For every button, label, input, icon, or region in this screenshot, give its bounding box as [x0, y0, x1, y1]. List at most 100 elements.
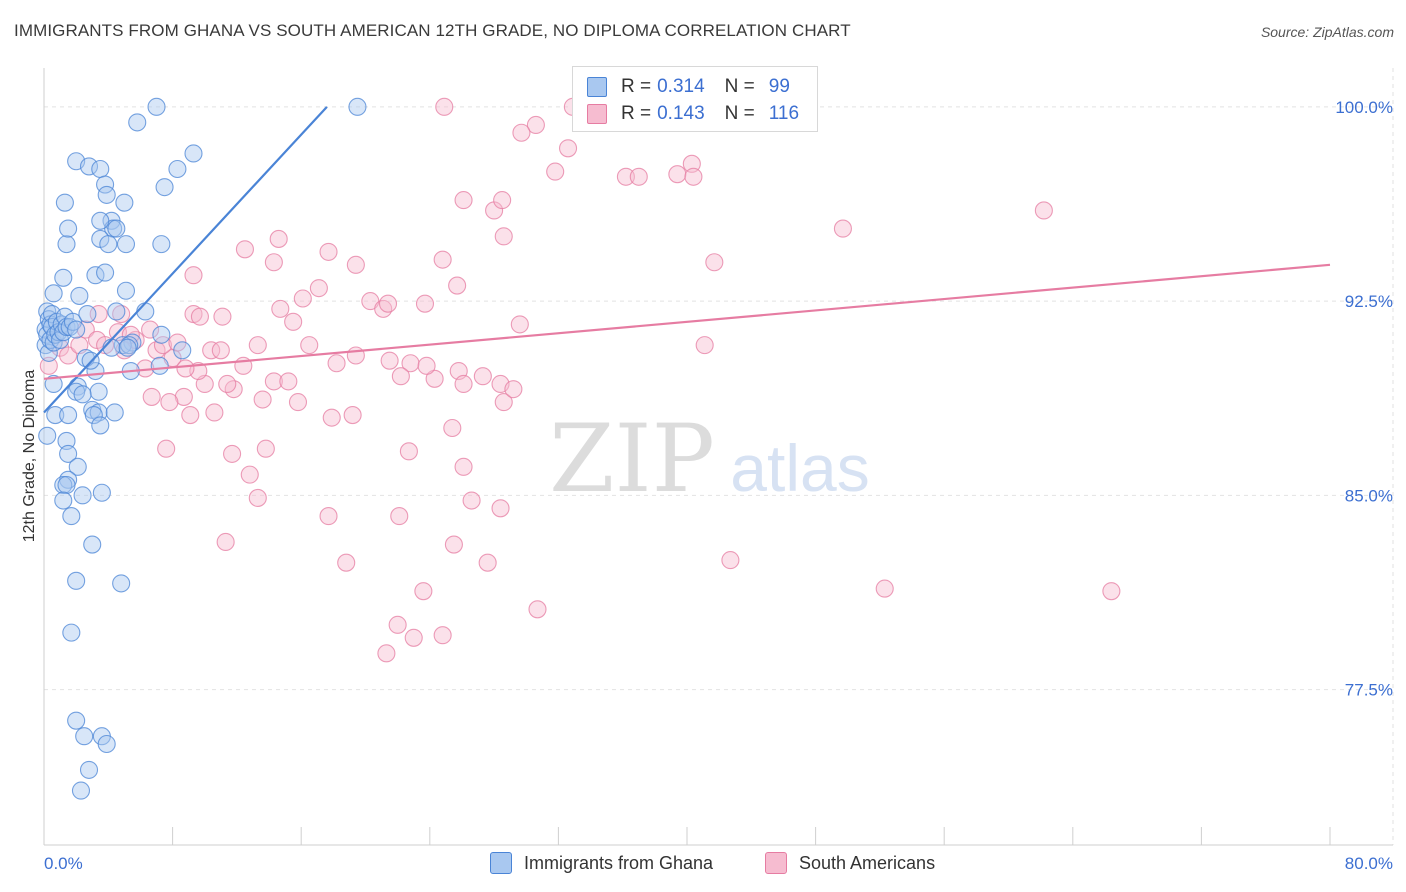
- south-american-point: [264, 372, 283, 391]
- south-american-point: [1102, 582, 1121, 601]
- south-american-point: [1034, 201, 1053, 220]
- ghana-point: [152, 235, 171, 254]
- chart-title: IMMIGRANTS FROM GHANA VS SOUTH AMERICAN …: [14, 21, 851, 40]
- stats-legend: R = 0.314 N = 99 R = 0.143 N = 116: [572, 66, 818, 132]
- ghana-point: [57, 475, 76, 495]
- south-american-point: [558, 139, 578, 158]
- bottom-legend-swatch-south: [765, 852, 787, 874]
- ghana-point: [91, 159, 110, 179]
- trend-lines: [43, 106, 1331, 414]
- bottom-legend: Immigrants from Ghana South Americans: [0, 852, 1406, 876]
- bottom-legend-south[interactable]: South Americans: [765, 852, 935, 874]
- y-tick-label: 100.0%: [1335, 98, 1393, 117]
- south-american-point: [174, 387, 193, 406]
- ghana-point: [79, 157, 99, 176]
- ghana-point: [73, 486, 92, 505]
- ghana-point: [44, 374, 63, 394]
- ghana-point: [173, 341, 192, 360]
- legend-swatch-south: [587, 104, 607, 124]
- axes: [43, 68, 1393, 846]
- y-axis-title: 12th Grade, No Diploma: [21, 370, 38, 543]
- south-american-point: [374, 299, 393, 318]
- south-american-point: [269, 229, 288, 248]
- legend-n-label: N =: [724, 76, 755, 97]
- ghana-point: [168, 159, 187, 179]
- ghana-point: [91, 211, 110, 230]
- legend-n-label: N =: [724, 103, 755, 124]
- watermark-zip: ZIP: [549, 405, 715, 514]
- watermark: ZIP atlas: [549, 405, 870, 514]
- south-american-point: [248, 488, 267, 507]
- ghana-point: [116, 235, 136, 254]
- bottom-legend-label-south: South Americans: [799, 852, 936, 873]
- south-american-point: [264, 253, 283, 272]
- legend-r-label: R =: [621, 103, 652, 124]
- south-american-point: [682, 154, 701, 173]
- y-tick-label: 92.5%: [1345, 292, 1393, 311]
- south-american-point: [211, 341, 230, 360]
- legend-row-south: R = 0.143 N = 116: [587, 102, 799, 126]
- ghana-point: [147, 97, 166, 116]
- ghana-point: [68, 457, 87, 476]
- ghana-point: [92, 483, 111, 502]
- ghana-point: [102, 338, 121, 357]
- ghana-point: [67, 571, 86, 590]
- ghana-point: [150, 356, 169, 375]
- ghana-point: [67, 711, 86, 730]
- ghana-point: [84, 406, 103, 425]
- south-american-point: [705, 253, 724, 272]
- ghana-point: [155, 178, 174, 197]
- south-american-point: [157, 439, 176, 458]
- watermark-atlas: atlas: [730, 431, 869, 505]
- south-american-point: [425, 369, 444, 388]
- south-american-point: [443, 418, 462, 438]
- south-american-point: [454, 191, 473, 210]
- south-american-point: [284, 312, 303, 331]
- south-american-point: [248, 336, 267, 355]
- south-american-point: [462, 491, 481, 510]
- ghana-point: [78, 304, 97, 324]
- south-american-point: [309, 279, 328, 298]
- south-american-point: [256, 439, 275, 458]
- south-american-point: [39, 356, 58, 375]
- south-american-point: [202, 341, 221, 360]
- ghana-point: [113, 336, 132, 355]
- trend-line-south: [43, 263, 1331, 380]
- ghana-point: [136, 302, 155, 321]
- x-tick-label: 80.0%: [1345, 854, 1393, 873]
- south-american-point: [337, 553, 356, 572]
- south-american-point: [833, 219, 852, 238]
- south-american-point: [433, 250, 452, 269]
- ghana-point: [59, 444, 78, 463]
- ghana-point: [89, 403, 108, 422]
- ghana-point: [89, 382, 108, 401]
- legend-r-value-ghana: 0.314: [657, 76, 705, 97]
- south-american-point: [380, 351, 399, 370]
- ghana-point: [73, 385, 92, 404]
- bottom-legend-ghana[interactable]: Immigrants from Ghana: [490, 852, 713, 874]
- ghana-point: [97, 734, 116, 754]
- bottom-legend-label-ghana: Immigrants from Ghana: [524, 852, 714, 873]
- south-american-point: [390, 507, 409, 526]
- south-american-point: [218, 374, 237, 394]
- south-american-point: [493, 191, 512, 210]
- south-american-point: [205, 403, 224, 422]
- south-american-point: [478, 553, 497, 572]
- ghana-point: [59, 219, 78, 238]
- ghana-point: [105, 403, 124, 422]
- ghana-point: [184, 144, 203, 163]
- south-american-point: [160, 393, 179, 412]
- ghana-point: [44, 284, 63, 303]
- south-american-point: [491, 499, 510, 518]
- ghana-point: [39, 343, 58, 362]
- south-american-point: [319, 242, 338, 261]
- south-american-point: [414, 582, 433, 601]
- south-american-point: [271, 299, 290, 318]
- ghana-point: [59, 406, 78, 425]
- south-american-point: [327, 354, 346, 373]
- ghana-point: [57, 235, 76, 254]
- ghana-point: [91, 416, 110, 435]
- grid-lines: [44, 68, 1394, 845]
- south-american-point: [142, 387, 161, 406]
- source-label: Source: ZipAtlas.com: [1260, 24, 1394, 40]
